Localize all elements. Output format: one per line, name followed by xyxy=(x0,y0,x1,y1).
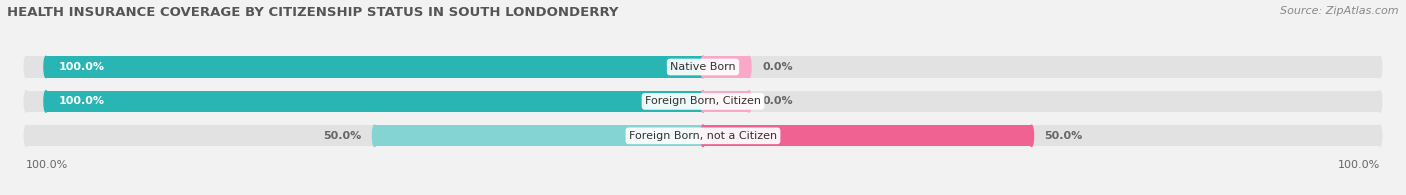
Bar xyxy=(374,125,703,146)
Text: 100.0%: 100.0% xyxy=(59,96,105,106)
Circle shape xyxy=(24,125,28,146)
Text: 50.0%: 50.0% xyxy=(323,131,361,141)
Circle shape xyxy=(702,56,704,78)
Text: Native Born: Native Born xyxy=(671,62,735,72)
Circle shape xyxy=(44,56,48,78)
Text: HEALTH INSURANCE COVERAGE BY CITIZENSHIP STATUS IN SOUTH LONDONDERRY: HEALTH INSURANCE COVERAGE BY CITIZENSHIP… xyxy=(7,6,619,19)
Text: 100.0%: 100.0% xyxy=(1337,160,1379,170)
Circle shape xyxy=(702,56,704,78)
Circle shape xyxy=(702,125,704,146)
Circle shape xyxy=(24,56,28,78)
Circle shape xyxy=(702,125,704,146)
Bar xyxy=(703,56,749,78)
Circle shape xyxy=(24,91,28,112)
Circle shape xyxy=(44,91,48,112)
Circle shape xyxy=(1378,91,1382,112)
Text: 100.0%: 100.0% xyxy=(27,160,69,170)
Circle shape xyxy=(1378,125,1382,146)
Text: Foreign Born, not a Citizen: Foreign Born, not a Citizen xyxy=(628,131,778,141)
Circle shape xyxy=(702,91,704,112)
Bar xyxy=(46,91,703,112)
Bar xyxy=(46,56,703,78)
Bar xyxy=(27,91,1379,112)
Circle shape xyxy=(702,91,704,112)
Text: Foreign Born, Citizen: Foreign Born, Citizen xyxy=(645,96,761,106)
Bar xyxy=(27,56,1379,78)
Circle shape xyxy=(1029,125,1033,146)
Text: 100.0%: 100.0% xyxy=(59,62,105,72)
Text: 0.0%: 0.0% xyxy=(762,62,793,72)
Text: 50.0%: 50.0% xyxy=(1045,131,1083,141)
Circle shape xyxy=(373,125,377,146)
Bar xyxy=(703,91,749,112)
Circle shape xyxy=(747,56,751,78)
Text: 0.0%: 0.0% xyxy=(762,96,793,106)
Text: Source: ZipAtlas.com: Source: ZipAtlas.com xyxy=(1281,6,1399,16)
Bar xyxy=(27,125,1379,146)
Circle shape xyxy=(747,91,751,112)
Bar xyxy=(703,125,1032,146)
Circle shape xyxy=(1378,56,1382,78)
